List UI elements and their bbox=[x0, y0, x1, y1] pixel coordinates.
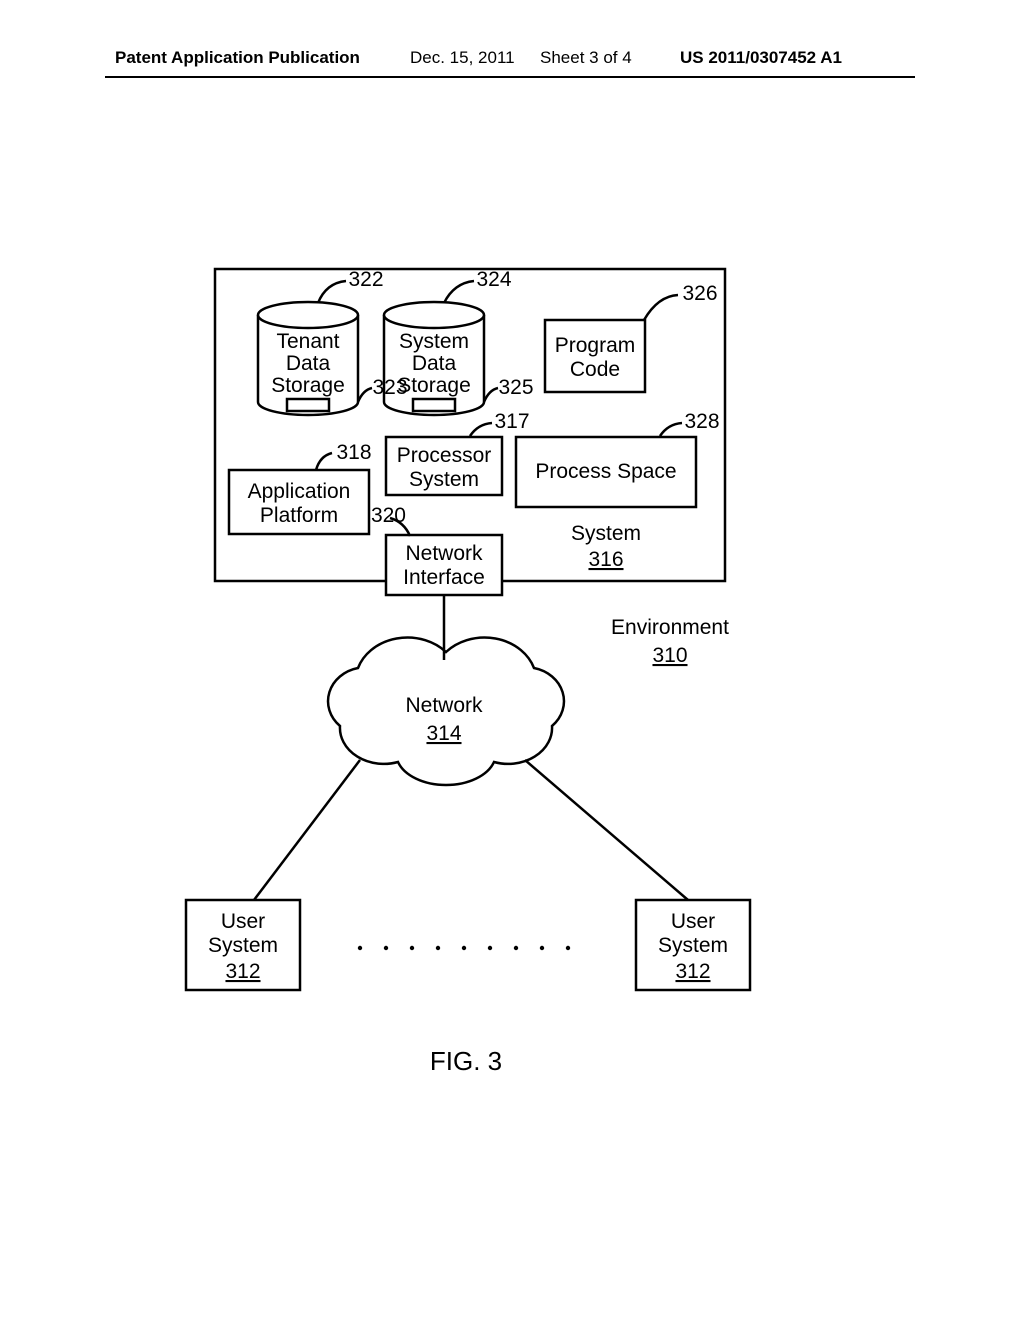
environment-num: 310 bbox=[652, 644, 687, 667]
leader-325 bbox=[484, 388, 498, 402]
ref-324: 324 bbox=[476, 268, 511, 291]
usersys-left-num: 312 bbox=[225, 960, 260, 983]
usersys-left-l1: User bbox=[221, 910, 265, 933]
ref-318: 318 bbox=[336, 441, 371, 464]
environment-label: Environment bbox=[611, 616, 729, 639]
figure: 322 324 326 323 325 317 318 328 320 Tena… bbox=[0, 0, 1024, 1320]
ref-322: 322 bbox=[348, 268, 383, 291]
leader-323 bbox=[358, 388, 372, 402]
system-label: System bbox=[571, 522, 641, 545]
app-l2: Platform bbox=[260, 504, 338, 527]
app-l1: Application bbox=[248, 480, 351, 503]
leader-324 bbox=[444, 281, 474, 303]
network-num: 314 bbox=[426, 722, 461, 745]
leader-322 bbox=[318, 281, 346, 303]
network-label: Network bbox=[405, 694, 483, 717]
processor-l2: System bbox=[409, 468, 479, 491]
sysdata-l2: Data bbox=[412, 352, 457, 375]
ref-317: 317 bbox=[494, 410, 529, 433]
process-space-label: Process Space bbox=[535, 460, 676, 483]
leader-328 bbox=[660, 423, 682, 436]
usersys-right-num: 312 bbox=[675, 960, 710, 983]
sysdata-l1: System bbox=[399, 330, 469, 353]
ref-328: 328 bbox=[684, 410, 719, 433]
sysdata-l3: Storage bbox=[397, 374, 471, 397]
processor-l1: Processor bbox=[397, 444, 492, 467]
ellipsis-dots bbox=[358, 946, 570, 950]
usersys-right-l1: User bbox=[671, 910, 715, 933]
tenant-l3: Storage bbox=[271, 374, 345, 397]
ref-325: 325 bbox=[498, 376, 533, 399]
program-l2: Code bbox=[570, 358, 620, 381]
netif-l2: Interface bbox=[403, 566, 485, 589]
connector-cloud-user2 bbox=[525, 760, 688, 900]
ref-320: 320 bbox=[371, 504, 406, 527]
leader-317 bbox=[470, 423, 492, 436]
figure-caption: FIG. 3 bbox=[430, 1046, 502, 1076]
tenant-l2: Data bbox=[286, 352, 331, 375]
leader-326 bbox=[644, 295, 678, 320]
tenant-l1: Tenant bbox=[276, 330, 339, 353]
usersys-right-l2: System bbox=[658, 934, 728, 957]
program-l1: Program bbox=[555, 334, 636, 357]
ref-326: 326 bbox=[682, 282, 717, 305]
leader-318 bbox=[316, 453, 332, 470]
connector-cloud-user1 bbox=[254, 760, 360, 900]
usersys-left-l2: System bbox=[208, 934, 278, 957]
system-num: 316 bbox=[588, 548, 623, 571]
netif-l1: Network bbox=[405, 542, 483, 565]
